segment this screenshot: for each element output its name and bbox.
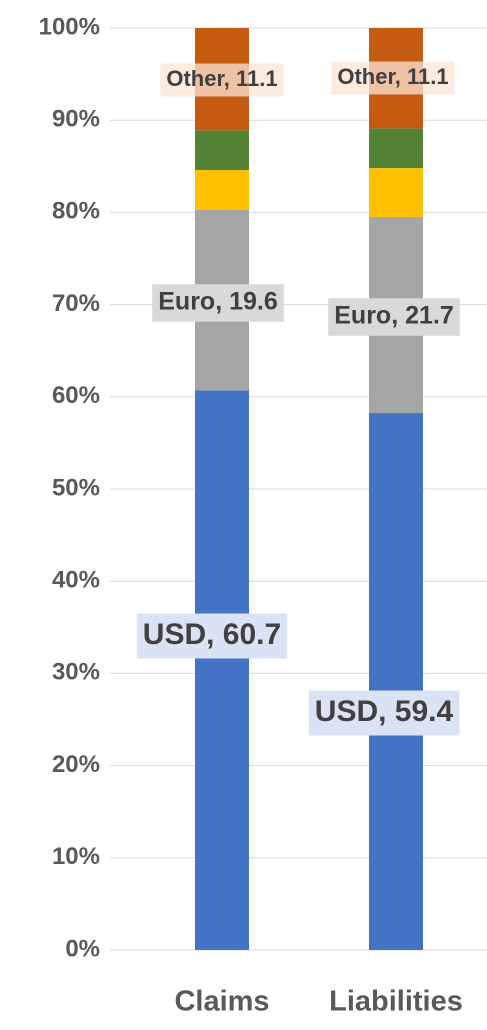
bar-segment xyxy=(195,169,249,210)
bar-segment xyxy=(195,130,249,170)
data-label-text: Euro, 21.7 xyxy=(334,302,454,330)
data-label-box xyxy=(308,690,460,736)
x-tick-label: Liabilities xyxy=(329,986,463,1018)
y-tick-label: 70% xyxy=(52,290,100,317)
data-label-text: USD, 59.4 xyxy=(315,695,454,728)
bar-segment xyxy=(369,413,423,951)
data-label-box xyxy=(160,63,284,97)
data-label-text: USD, 60.7 xyxy=(143,618,281,651)
y-tick-label: 10% xyxy=(52,843,100,870)
data-label-text: Other, 11.1 xyxy=(337,64,448,89)
data-label-text: Euro, 19.6 xyxy=(158,288,278,316)
y-tick-label: 80% xyxy=(52,198,100,225)
bar-segment xyxy=(369,128,423,169)
y-tick-label: 60% xyxy=(52,382,100,409)
data-label-box xyxy=(136,613,288,659)
data-label: USD, 60.7 xyxy=(136,613,288,659)
y-tick-label: 100% xyxy=(39,13,100,40)
y-tick-label: 20% xyxy=(52,751,100,778)
bar-segment xyxy=(369,168,423,217)
data-label: Other, 11.1 xyxy=(160,63,284,97)
data-label: USD, 59.4 xyxy=(308,690,460,736)
data-label-box xyxy=(152,284,284,322)
bar-segment xyxy=(195,390,249,950)
y-tick-label: 40% xyxy=(52,567,100,594)
y-tick-label: 90% xyxy=(52,106,100,133)
data-label: Euro, 19.6 xyxy=(152,284,284,322)
x-tick-label: Claims xyxy=(174,986,269,1018)
grid xyxy=(110,27,487,951)
data-label-text: Other, 11.1 xyxy=(166,66,277,91)
y-tick-label: 0% xyxy=(65,935,100,962)
y-tick-label: 50% xyxy=(52,474,100,501)
data-label: Euro, 21.7 xyxy=(328,298,460,336)
data-label-box xyxy=(328,298,460,336)
data-label: Other, 11.1 xyxy=(331,61,455,95)
data-label-box xyxy=(331,61,455,95)
y-tick-label: 30% xyxy=(52,659,100,686)
